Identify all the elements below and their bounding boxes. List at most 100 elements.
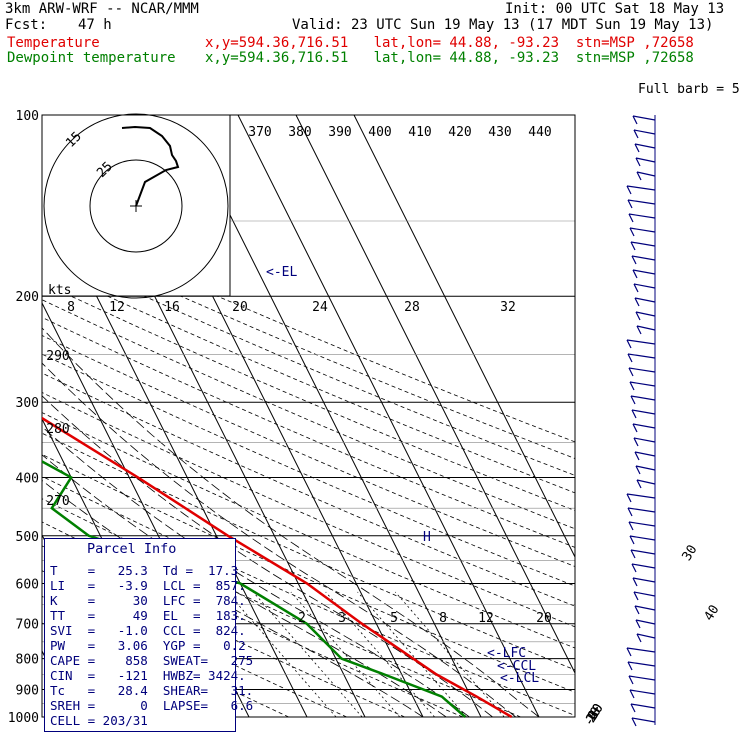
wind-barb [627, 199, 656, 205]
parcel-row: K = 30 LFC = 784. [50, 593, 246, 608]
pressure-tick-label: 900 [16, 683, 39, 698]
wind-barb [628, 367, 634, 377]
mixing-ratio-label: 20 [536, 611, 552, 626]
wind-barb [629, 535, 656, 541]
wind-barb [627, 353, 656, 359]
theta-label: 380 [288, 125, 311, 140]
wind-barb [631, 255, 637, 265]
wind-barb [632, 269, 656, 275]
wind-barb [635, 619, 656, 625]
theta-side-label: 290 [46, 349, 69, 364]
wind-barb [635, 311, 656, 317]
wind-barb [630, 549, 656, 555]
temperature-legend-info: x,y=594.36,716.51 lat,lon= 44.88, -93.23… [205, 35, 694, 51]
wind-barb [629, 227, 635, 237]
moist-adiabat-line [42, 362, 517, 718]
speed-scale-label: 28 [404, 300, 420, 315]
wind-barb [635, 157, 656, 163]
wind-barb [636, 325, 656, 331]
wind-barb [635, 157, 641, 167]
isotherm-line [237, 115, 540, 718]
theta-label: 440 [528, 125, 551, 140]
wind-barb [636, 325, 642, 335]
parcel-row: T = 25.3 Td = 17.3 [50, 563, 239, 578]
temperature-tick-label: 40 [702, 603, 723, 624]
wind-barb [627, 199, 633, 209]
wind-barb [634, 143, 640, 153]
wind-barb [633, 591, 639, 601]
wind-barb [627, 661, 633, 671]
wind-barb [633, 283, 656, 289]
wind-barb [633, 283, 639, 293]
wind-barb [634, 297, 656, 303]
wind-barb [632, 423, 656, 429]
dewpoint-profile-line [42, 460, 467, 718]
plot-frame [41, 114, 576, 718]
wind-barb [634, 605, 656, 611]
parcel-row: SREH = 0 LAPSE= 6.6 [50, 698, 254, 713]
parcel-row: CIN = -121 HWBZ= 3424. [50, 668, 246, 683]
wind-barb [628, 521, 656, 527]
wind-barb [634, 143, 656, 149]
pressure-tick-label: 600 [16, 577, 39, 592]
wind-barb [626, 339, 632, 349]
wind-barb [627, 661, 656, 667]
parcel-row: CELL = 203/31 [50, 713, 148, 728]
forecast-label: Fcst: [5, 17, 48, 33]
theta-label: 370 [248, 125, 271, 140]
wind-barb [631, 717, 656, 723]
pressure-tick-label: 700 [16, 618, 39, 633]
pressure-tick-label: 1000 [8, 711, 39, 726]
wind-barb [626, 339, 656, 345]
temperature-profile-line [42, 416, 513, 719]
wind-barb [631, 717, 637, 727]
parcel-row: SVI = -1.0 CCL = 824. [50, 623, 246, 638]
valid-time: Valid: 23 UTC Sun 19 May 13 (17 MDT Sun … [292, 17, 714, 33]
mixing-ratio-label: 12 [478, 611, 494, 626]
dewpoint-legend-info: x,y=594.36,716.51 lat,lon= 44.88, -93.23… [205, 50, 694, 66]
wind-barb [628, 213, 634, 223]
dewpoint-legend-label: Dewpoint temperature [7, 50, 176, 66]
wind-barb [634, 605, 640, 615]
isotherm-line [0, 115, 17, 717]
level-marker-label: <-CCL [497, 659, 536, 674]
hodograph-ring [89, 159, 183, 253]
temperature-tick-label: 30 [680, 543, 701, 564]
pressure-tick-label: 800 [16, 653, 39, 668]
wind-barb [628, 521, 634, 531]
forecast-hour: 47 h [78, 17, 112, 33]
wind-barb [629, 689, 656, 695]
parcel-info-panel: Parcel Info T = 25.3 Td = 17.3 LI = -3.9… [44, 538, 253, 732]
wind-barb [630, 241, 656, 247]
theta-side-label: 270 [46, 494, 69, 509]
wind-barb [635, 619, 641, 629]
wind-barb [631, 409, 637, 419]
wind-barb [633, 129, 639, 139]
wind-barb [631, 563, 656, 569]
speed-scale-label: 16 [164, 300, 180, 315]
freezing-level-marker: H [423, 530, 431, 545]
wind-barb [636, 479, 642, 489]
wind-barb [635, 465, 641, 475]
hodograph-trace [121, 125, 180, 207]
wind-barb [636, 633, 642, 643]
theta-label: 430 [488, 125, 511, 140]
wind-barb [626, 185, 632, 195]
wind-barb [632, 115, 638, 125]
wind-barb [631, 409, 656, 415]
wind-barb [630, 703, 656, 709]
pressure-tick-label: 400 [16, 471, 39, 486]
level-marker-label: <-LCL [500, 671, 539, 686]
wind-barb [627, 353, 633, 363]
wind-barb [628, 675, 656, 681]
level-marker-label: <-LFC [487, 646, 526, 661]
wind-barb [629, 227, 656, 233]
hodograph-ring [43, 113, 229, 299]
pressure-tick-label: 300 [16, 396, 39, 411]
wind-barb [630, 395, 656, 401]
wind-barb [634, 451, 656, 457]
wind-barb [630, 703, 636, 713]
parcel-row: PW = 3.06 YGP = 0.2 [50, 638, 246, 653]
wind-barb [632, 577, 656, 583]
wind-barb [629, 689, 635, 699]
